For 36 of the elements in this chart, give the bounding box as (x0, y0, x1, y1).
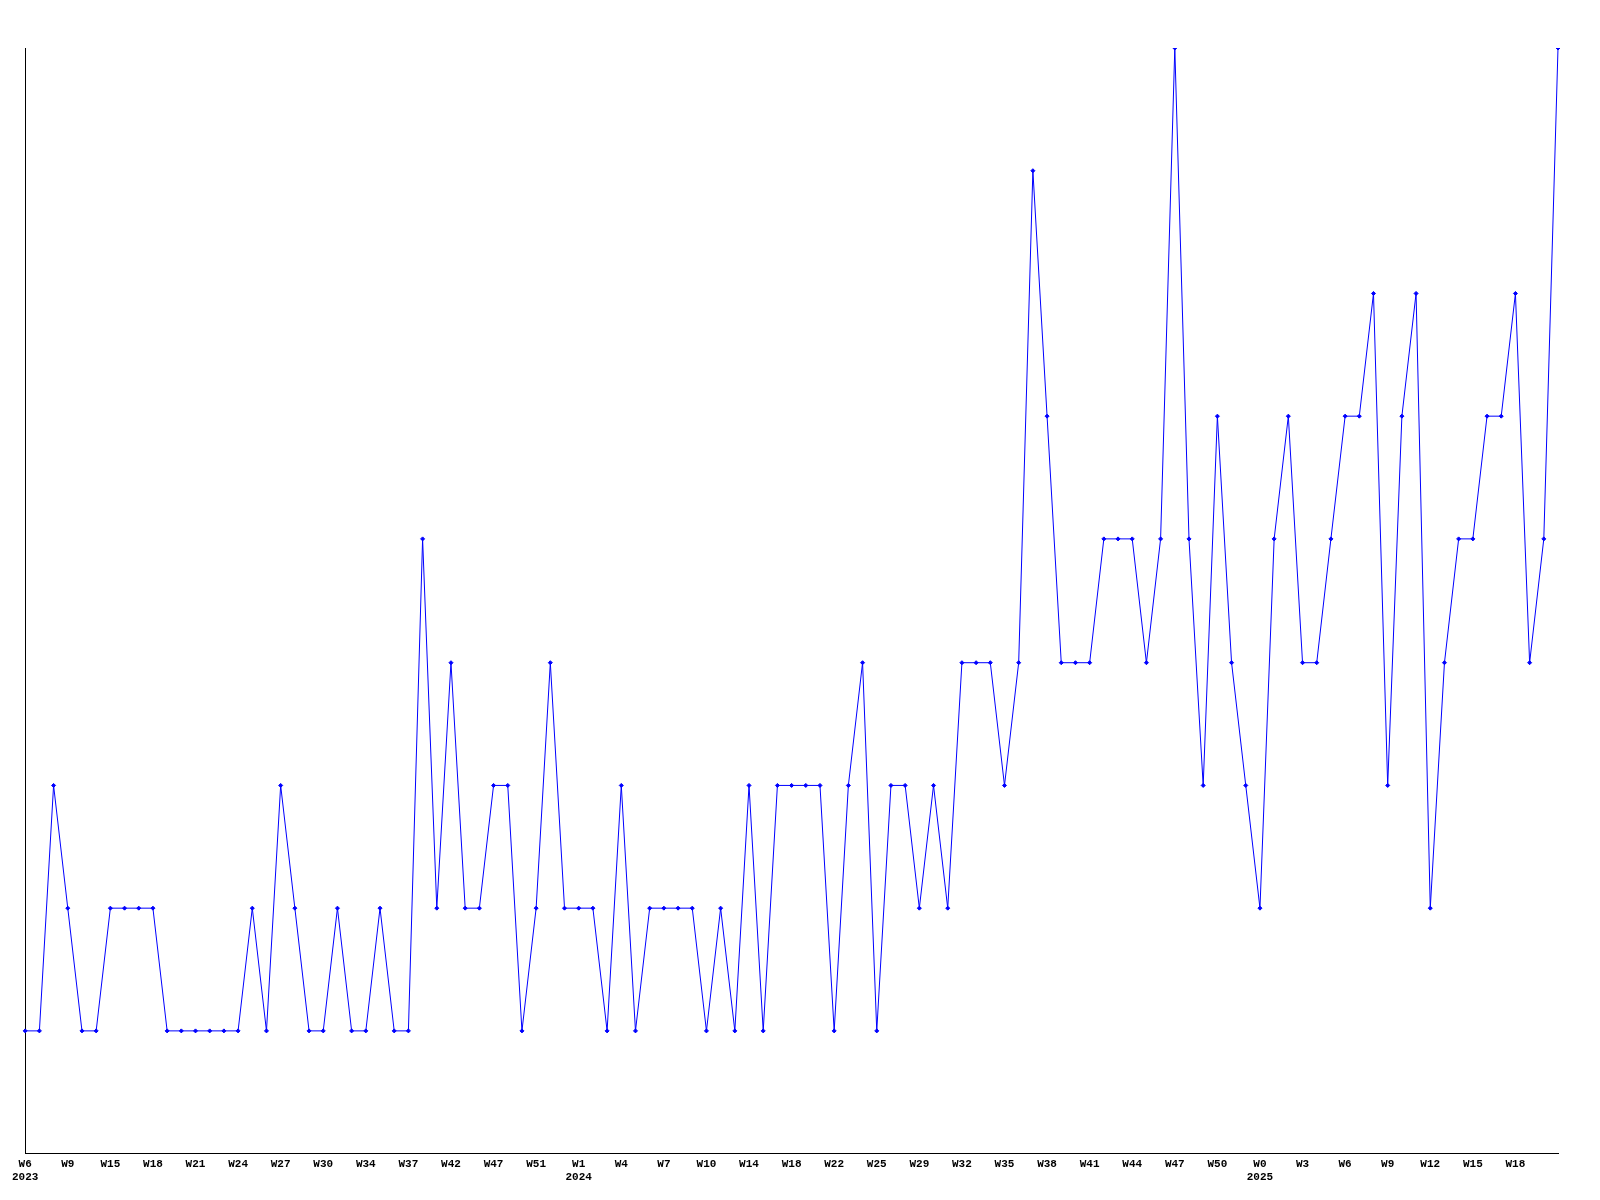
x-tick-label: W9 (61, 1157, 75, 1170)
x-tick-label: W35 (994, 1157, 1015, 1170)
x-tick-label: W15 (1462, 1157, 1484, 1170)
x-tick-label: W29 (909, 1157, 930, 1170)
x-tick-label: W18 (1505, 1157, 1526, 1170)
x-tick-label: W21 (185, 1157, 206, 1170)
x-tick-label: W47 (483, 1157, 504, 1170)
x-tick-label: W41 (1079, 1157, 1100, 1170)
x-tick-label: W47 (1164, 1157, 1185, 1170)
x-tick-label: W6 2023 (12, 1157, 39, 1184)
x-tick-label: W38 (1037, 1157, 1058, 1170)
x-tick-label: W14 (739, 1157, 760, 1170)
x-tick-label: W42 (441, 1157, 461, 1170)
x-tick-label: W37 (398, 1157, 419, 1170)
x-tick-label: W25 (866, 1157, 888, 1170)
x-tick-label: W44 (1122, 1157, 1143, 1170)
x-tick-label: W3 (1295, 1157, 1310, 1170)
x-tick-label: W51 (526, 1157, 547, 1170)
x-tick-label: W50 (1207, 1157, 1228, 1170)
x-tick-label: W27 (270, 1157, 291, 1170)
x-tick-label: W12 (1420, 1157, 1441, 1170)
x-tick-label: W4 (614, 1157, 629, 1170)
x-tick-label: W30 (313, 1157, 334, 1170)
x-tick-label: W18 (781, 1157, 802, 1170)
x-tick-label: W24 (228, 1157, 249, 1170)
x-tick-label: W22 (824, 1157, 845, 1170)
x-tick-label: W10 (696, 1157, 717, 1170)
x-tick-label: W15 (100, 1157, 121, 1170)
x-tick-label: W6 (1338, 1157, 1352, 1170)
x-tick-label: W34 (355, 1157, 377, 1170)
x-tick-label: W18 (143, 1157, 164, 1170)
x-tick-label: W9 (1381, 1157, 1395, 1170)
x-tick-label: W32 (952, 1157, 972, 1170)
x-tick-label: W7 (657, 1157, 671, 1170)
x-tick-label: W1 2024 (565, 1157, 593, 1184)
x-tick-label: W0 2025 (1246, 1157, 1274, 1184)
